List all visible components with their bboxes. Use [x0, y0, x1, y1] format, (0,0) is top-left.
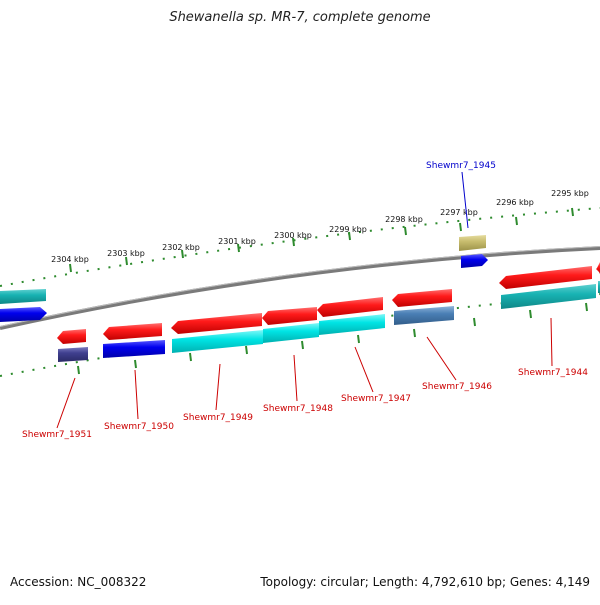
gene-feature[interactable] [392, 289, 452, 307]
gene-features [0, 235, 600, 362]
cds-feature[interactable] [0, 289, 46, 304]
scale-tick-label: 2297 kbp [440, 208, 478, 217]
gene-feature[interactable] [597, 262, 600, 274]
scale-tick-label: 2304 kbp [51, 255, 89, 264]
gene-label[interactable]: Shewmr7_1948 [263, 404, 333, 414]
cds-feature[interactable] [103, 340, 165, 358]
gene-label[interactable]: Shewmr7_1946 [422, 382, 492, 392]
scale-tick-label: 2303 kbp [107, 249, 145, 258]
cds-feature[interactable] [58, 347, 88, 362]
genome-summary-text: Topology: circular; Length: 4,792,610 bp… [260, 575, 590, 589]
scale-tick-label: 2298 kbp [385, 215, 423, 224]
gene-label[interactable]: Shewmr7_1951 [22, 430, 92, 440]
gene-label[interactable]: Shewmr7_1950 [104, 422, 174, 432]
cds-feature[interactable] [0, 307, 47, 322]
cds-feature[interactable] [394, 306, 454, 325]
gene-label[interactable]: Shewmr7_1944 [518, 368, 588, 378]
genome-backbone [0, 246, 600, 330]
accession-text: Accession: NC_008322 [10, 575, 147, 589]
gene-feature[interactable] [317, 297, 383, 317]
scale-track-top [0, 207, 600, 287]
scale-tick-label: 2302 kbp [162, 243, 200, 252]
gene-feature[interactable] [57, 329, 86, 344]
gene-labels: Shewmr7_1951 Shewmr7_1950 Shewmr7_1949 S… [22, 161, 588, 440]
scale-track-bottom [0, 293, 600, 377]
cds-feature[interactable] [263, 323, 319, 343]
scale-tick-label: 2301 kbp [218, 237, 256, 246]
scale-tick-label: 2295 kbp [551, 189, 589, 198]
gene-label[interactable]: Shewmr7_1947 [341, 394, 411, 404]
gene-feature[interactable] [499, 266, 592, 289]
gene-label[interactable]: Shewmr7_1945 [426, 161, 496, 171]
major-ticks [69, 207, 574, 273]
cds-feature[interactable] [461, 254, 488, 268]
label-leaders [56, 171, 553, 429]
gene-feature[interactable] [171, 313, 262, 334]
scale-tick-label: 2296 kbp [496, 198, 534, 207]
cds-feature[interactable] [172, 330, 263, 353]
scale-tick-label: 2299 kbp [329, 225, 367, 234]
scale-labels: 2304 kbp 2303 kbp 2302 kbp 2301 kbp 2300… [51, 189, 589, 264]
scale-tick-label: 2300 kbp [274, 231, 312, 240]
gene-feature[interactable] [103, 323, 162, 340]
cds-feature[interactable] [319, 314, 385, 335]
gene-feature[interactable] [262, 307, 317, 325]
gene-label[interactable]: Shewmr7_1949 [183, 413, 253, 423]
gene-feature[interactable] [459, 235, 486, 251]
map-title: Shewanella sp. MR-7, complete genome [169, 10, 431, 25]
cds-feature[interactable] [501, 284, 596, 309]
